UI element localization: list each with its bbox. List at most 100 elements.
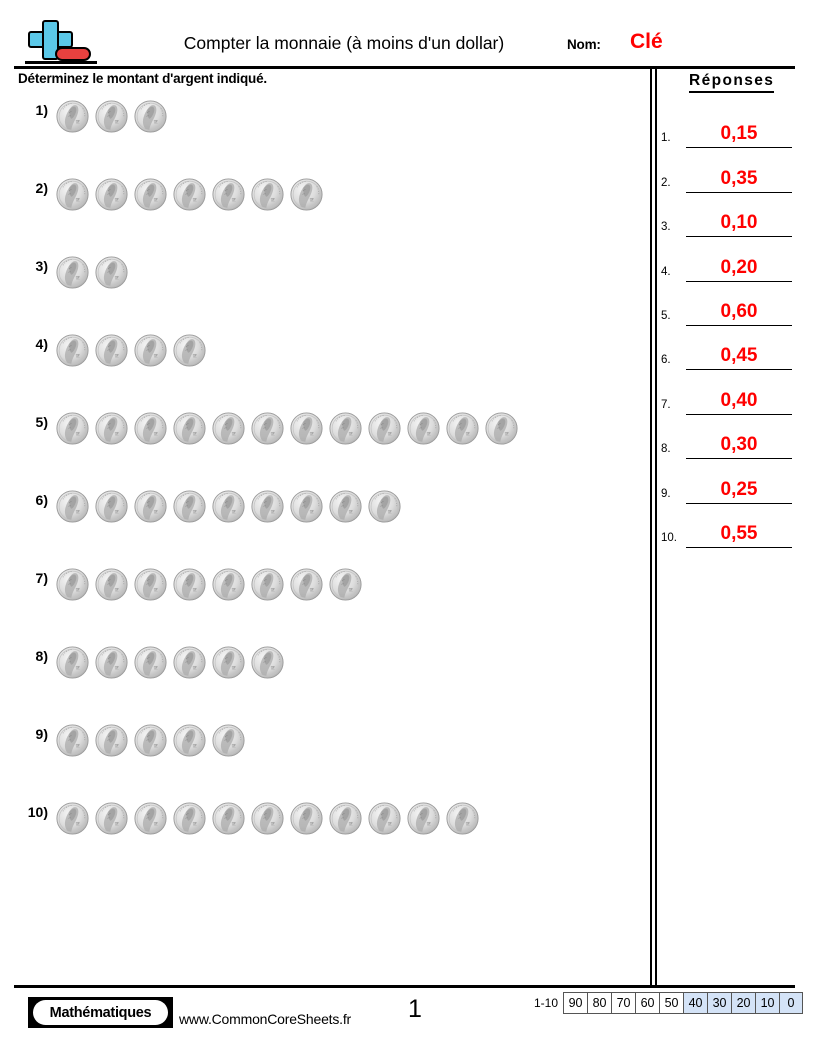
plus-minus-logo-icon	[22, 18, 97, 66]
nickel-coin-icon	[329, 490, 362, 523]
answer-blank-line[interactable]	[686, 337, 792, 371]
answer-row: 10. 0,55	[657, 504, 797, 548]
nickel-coin-icon	[173, 334, 206, 367]
answer-index: 7.	[661, 398, 671, 411]
coin-group	[56, 178, 329, 218]
problem-row: 1)	[0, 92, 650, 170]
nickel-coin-icon	[446, 412, 479, 445]
problem-list: 1) 2) 3) 4) 5) 6) 7) 8) 9) 10)	[0, 92, 650, 872]
nickel-coin-icon	[446, 802, 479, 835]
coin-group	[56, 802, 485, 842]
coin-group	[56, 646, 290, 686]
nickel-coin-icon	[485, 412, 518, 445]
nickel-coin-icon	[56, 412, 89, 445]
answer-row: 6. 0,45	[657, 326, 797, 371]
answer-value: 0,35	[720, 167, 758, 189]
problem-number: 8)	[35, 648, 48, 664]
answer-row: 1. 0,15	[657, 104, 797, 149]
answer-value: 0,10	[720, 212, 758, 234]
footer-divider-rule	[14, 985, 795, 988]
nickel-coin-icon	[56, 334, 89, 367]
page-number: 1	[408, 995, 422, 1023]
nickel-coin-icon	[95, 256, 128, 289]
coin-group	[56, 724, 251, 764]
answer-blank-line[interactable]	[686, 115, 792, 149]
answer-blank-line[interactable]	[686, 249, 792, 282]
problem-row: 6)	[0, 482, 650, 560]
problem-row: 10)	[0, 794, 650, 872]
coin-group	[56, 412, 524, 452]
answer-row: 3. 0,10	[657, 193, 797, 238]
answer-row: 4. 0,20	[657, 237, 797, 282]
answer-index: 3.	[661, 221, 671, 234]
name-field-label: Nom:	[567, 37, 601, 52]
nickel-coin-icon	[290, 802, 323, 835]
nickel-coin-icon	[212, 568, 245, 601]
grading-scale-cell: 40	[683, 992, 708, 1014]
nickel-coin-icon	[173, 412, 206, 445]
nickel-coin-icon	[95, 802, 128, 835]
grading-scale-cell: 30	[707, 992, 732, 1014]
nickel-coin-icon	[173, 724, 206, 757]
nickel-coin-icon	[134, 646, 167, 679]
nickel-coin-icon	[95, 178, 128, 211]
nickel-coin-icon	[56, 568, 89, 601]
answer-value: 0,20	[720, 256, 758, 278]
worksheet-title: Compter la monnaie (à moins d'un dollar)	[183, 33, 505, 53]
answer-index: 2.	[661, 176, 671, 189]
answer-index: 1.	[661, 132, 671, 145]
nickel-coin-icon	[95, 100, 128, 133]
nickel-coin-icon	[368, 412, 401, 445]
nickel-coin-icon	[56, 646, 89, 679]
answer-value: 0,60	[720, 300, 758, 322]
page-header: Compter la monnaie (à moins d'un dollar)…	[14, 18, 795, 68]
problem-row: 9)	[0, 716, 650, 794]
coin-group	[56, 256, 134, 296]
nickel-coin-icon	[173, 490, 206, 523]
problem-number: 7)	[35, 570, 48, 586]
answers-heading: Réponses	[689, 72, 775, 93]
problem-number: 3)	[35, 258, 48, 274]
answer-blank-line[interactable]	[686, 515, 792, 548]
nickel-coin-icon	[173, 802, 206, 835]
grading-scale-cell: 90	[563, 992, 588, 1014]
nickel-coin-icon	[95, 646, 128, 679]
answer-blank-line[interactable]	[686, 293, 792, 326]
nickel-coin-icon	[212, 646, 245, 679]
grading-scale-cell: 0	[779, 992, 804, 1014]
answer-blank-line[interactable]	[686, 204, 792, 238]
problem-number: 4)	[35, 336, 48, 352]
nickel-coin-icon	[56, 178, 89, 211]
nickel-coin-icon	[212, 802, 245, 835]
nickel-coin-icon	[212, 490, 245, 523]
answer-blank-line[interactable]	[686, 471, 792, 504]
nickel-coin-icon	[134, 412, 167, 445]
nickel-coin-icon	[56, 490, 89, 523]
answer-index: 4.	[661, 265, 671, 278]
nickel-coin-icon	[329, 412, 362, 445]
nickel-coin-icon	[251, 412, 284, 445]
answer-blank-line[interactable]	[686, 382, 792, 415]
nickel-coin-icon	[368, 802, 401, 835]
answer-value: 0,25	[720, 478, 758, 500]
problem-row: 4)	[0, 326, 650, 404]
nickel-coin-icon	[95, 490, 128, 523]
coin-group	[56, 568, 368, 608]
nickel-coin-icon	[329, 802, 362, 835]
problem-number: 1)	[35, 102, 48, 118]
problem-row: 3)	[0, 248, 650, 326]
grading-scale-cell: 70	[611, 992, 636, 1014]
logo-minus-bar	[55, 47, 91, 61]
grading-scale-cell: 50	[659, 992, 684, 1014]
nickel-coin-icon	[407, 802, 440, 835]
nickel-coin-icon	[134, 802, 167, 835]
problem-number: 5)	[35, 414, 48, 430]
answer-blank-line[interactable]	[686, 160, 792, 193]
answer-row: 9. 0,25	[657, 459, 797, 504]
logo-plus-center	[44, 33, 57, 46]
nickel-coin-icon	[95, 724, 128, 757]
answer-index: 8.	[661, 443, 671, 456]
answer-value: 0,40	[720, 389, 758, 411]
answer-blank-line[interactable]	[686, 426, 792, 460]
grading-scale-cell: 60	[635, 992, 660, 1014]
